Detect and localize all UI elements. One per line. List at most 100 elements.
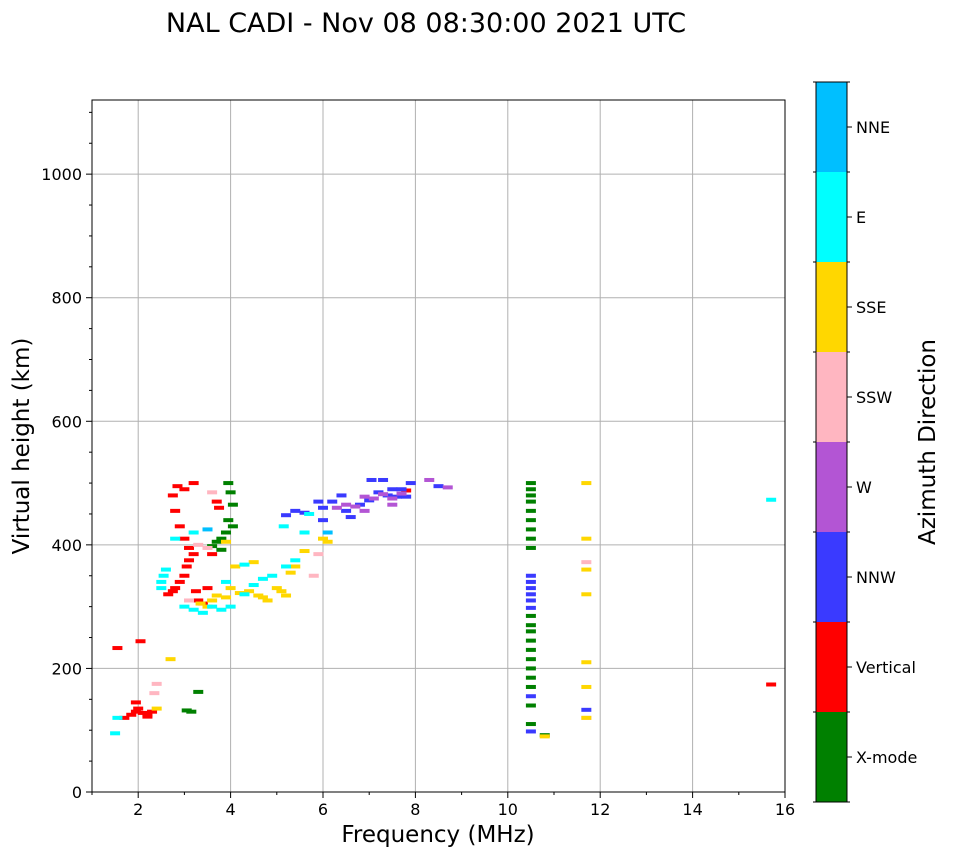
data-point bbox=[239, 562, 250, 567]
data-point bbox=[149, 691, 160, 696]
data-point bbox=[281, 513, 292, 518]
data-point bbox=[378, 477, 389, 482]
data-point bbox=[184, 598, 195, 603]
data-point bbox=[331, 505, 342, 510]
data-point bbox=[341, 508, 352, 513]
data-point bbox=[202, 545, 213, 550]
colorbar-tick-label: NNE bbox=[856, 118, 890, 137]
data-point bbox=[156, 579, 167, 584]
y-tick-label: 0 bbox=[72, 783, 82, 802]
chart-title: NAL CADI - Nov 08 08:30:00 2021 UTC bbox=[166, 8, 686, 39]
data-point bbox=[216, 547, 227, 552]
data-point bbox=[281, 593, 292, 598]
y-tick-label: 800 bbox=[51, 289, 82, 308]
data-point bbox=[581, 481, 592, 486]
data-point bbox=[211, 593, 222, 598]
data-point bbox=[525, 573, 536, 578]
plot-area: 2 4 6 8 10 12 14 16 0 200 400 600 800 1000 bbox=[41, 99, 795, 819]
data-point bbox=[581, 707, 592, 712]
data-point bbox=[216, 536, 227, 541]
data-point bbox=[581, 660, 592, 665]
data-point bbox=[525, 527, 536, 532]
data-point bbox=[327, 499, 338, 504]
data-point bbox=[387, 487, 398, 492]
y-tick-label: 400 bbox=[51, 536, 82, 555]
data-point bbox=[163, 592, 174, 597]
data-point bbox=[170, 508, 181, 513]
data-point bbox=[179, 487, 190, 492]
data-point bbox=[359, 494, 370, 499]
x-tick-label: 12 bbox=[590, 800, 610, 819]
data-point bbox=[290, 508, 301, 513]
data-point bbox=[156, 586, 167, 591]
data-point bbox=[248, 583, 259, 588]
data-point bbox=[151, 681, 162, 686]
x-tick-label: 8 bbox=[410, 800, 420, 819]
colorbar-tick-label: Vertical bbox=[856, 658, 916, 677]
data-markers bbox=[110, 477, 777, 739]
data-point bbox=[135, 639, 146, 644]
data-point bbox=[290, 564, 301, 569]
data-point bbox=[350, 504, 361, 509]
data-point bbox=[387, 502, 398, 507]
data-point bbox=[318, 518, 328, 523]
colorbar-label: Azimuth Direction bbox=[915, 339, 941, 545]
data-point bbox=[225, 490, 236, 495]
colorbar-segment bbox=[816, 172, 847, 262]
data-point bbox=[581, 715, 592, 720]
data-point bbox=[525, 729, 536, 734]
data-point bbox=[387, 496, 398, 501]
data-point bbox=[214, 505, 225, 510]
data-point bbox=[313, 552, 324, 557]
data-point bbox=[525, 638, 536, 643]
data-point bbox=[223, 481, 234, 486]
data-point bbox=[112, 715, 123, 720]
data-point bbox=[184, 558, 195, 563]
data-point bbox=[525, 579, 536, 584]
data-point bbox=[110, 731, 121, 736]
data-point bbox=[197, 610, 208, 615]
data-point bbox=[227, 524, 238, 529]
y-axis-label: Virtual height (km) bbox=[9, 338, 35, 555]
plot-background bbox=[92, 100, 785, 792]
colorbar: X-mode Vertical NNW W SSW SSE E NNE bbox=[813, 81, 917, 803]
data-point bbox=[405, 481, 416, 486]
data-point bbox=[179, 536, 190, 541]
series-e bbox=[110, 497, 777, 736]
x-tick-label: 4 bbox=[226, 800, 236, 819]
data-point bbox=[186, 709, 197, 714]
data-point bbox=[525, 481, 536, 486]
colorbar-tick-label: X-mode bbox=[856, 748, 917, 767]
data-point bbox=[525, 487, 536, 492]
data-point bbox=[401, 494, 412, 499]
data-point bbox=[223, 518, 234, 523]
data-point bbox=[174, 524, 185, 529]
data-point bbox=[581, 592, 592, 597]
data-point bbox=[308, 573, 319, 578]
data-point bbox=[112, 646, 123, 651]
y-tick-label: 200 bbox=[51, 659, 82, 678]
data-point bbox=[225, 604, 236, 609]
data-point bbox=[581, 560, 592, 565]
data-point bbox=[257, 595, 268, 600]
data-point bbox=[276, 589, 287, 594]
data-point bbox=[167, 589, 178, 594]
data-point bbox=[207, 490, 218, 495]
data-point bbox=[525, 684, 536, 689]
data-point bbox=[322, 539, 333, 544]
data-point bbox=[442, 485, 453, 490]
data-point bbox=[341, 502, 352, 507]
data-point bbox=[433, 484, 444, 489]
x-tick-label: 2 bbox=[133, 800, 143, 819]
plot-frame bbox=[91, 99, 786, 793]
data-point bbox=[172, 484, 183, 489]
data-point bbox=[244, 589, 255, 594]
data-point bbox=[525, 703, 536, 708]
colorbar-segment bbox=[816, 622, 847, 712]
data-point bbox=[281, 564, 292, 569]
data-point bbox=[359, 508, 370, 513]
data-point bbox=[220, 539, 231, 544]
colorbar-tick-label: NNW bbox=[856, 568, 896, 587]
data-point bbox=[525, 657, 536, 662]
